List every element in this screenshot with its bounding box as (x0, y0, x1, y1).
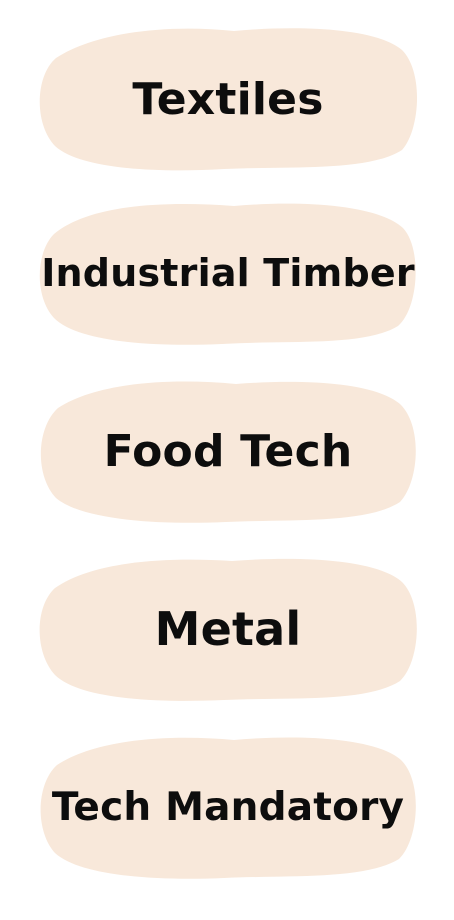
food-tech-button[interactable]: Food Tech (38, 378, 418, 524)
textiles-label: Textiles (132, 73, 324, 125)
metal-label: Metal (154, 602, 302, 656)
food-tech-button-background (40, 381, 416, 523)
tech-mandatory-button-background (40, 737, 416, 879)
textiles-button[interactable]: Textiles (38, 26, 418, 172)
industrial-timber-button[interactable]: Industrial Timber (38, 200, 418, 346)
industrial-timber-button-background (39, 203, 416, 345)
food-tech-label: Food Tech (103, 425, 353, 477)
metal-button-background (39, 558, 417, 701)
metal-button[interactable]: Metal (38, 556, 418, 702)
textiles-button-background (39, 28, 418, 171)
industrial-timber-label: Industrial Timber (41, 251, 415, 295)
tech-mandatory-label: Tech Mandatory (51, 784, 405, 830)
tech-mandatory-button[interactable]: Tech Mandatory (38, 734, 418, 880)
